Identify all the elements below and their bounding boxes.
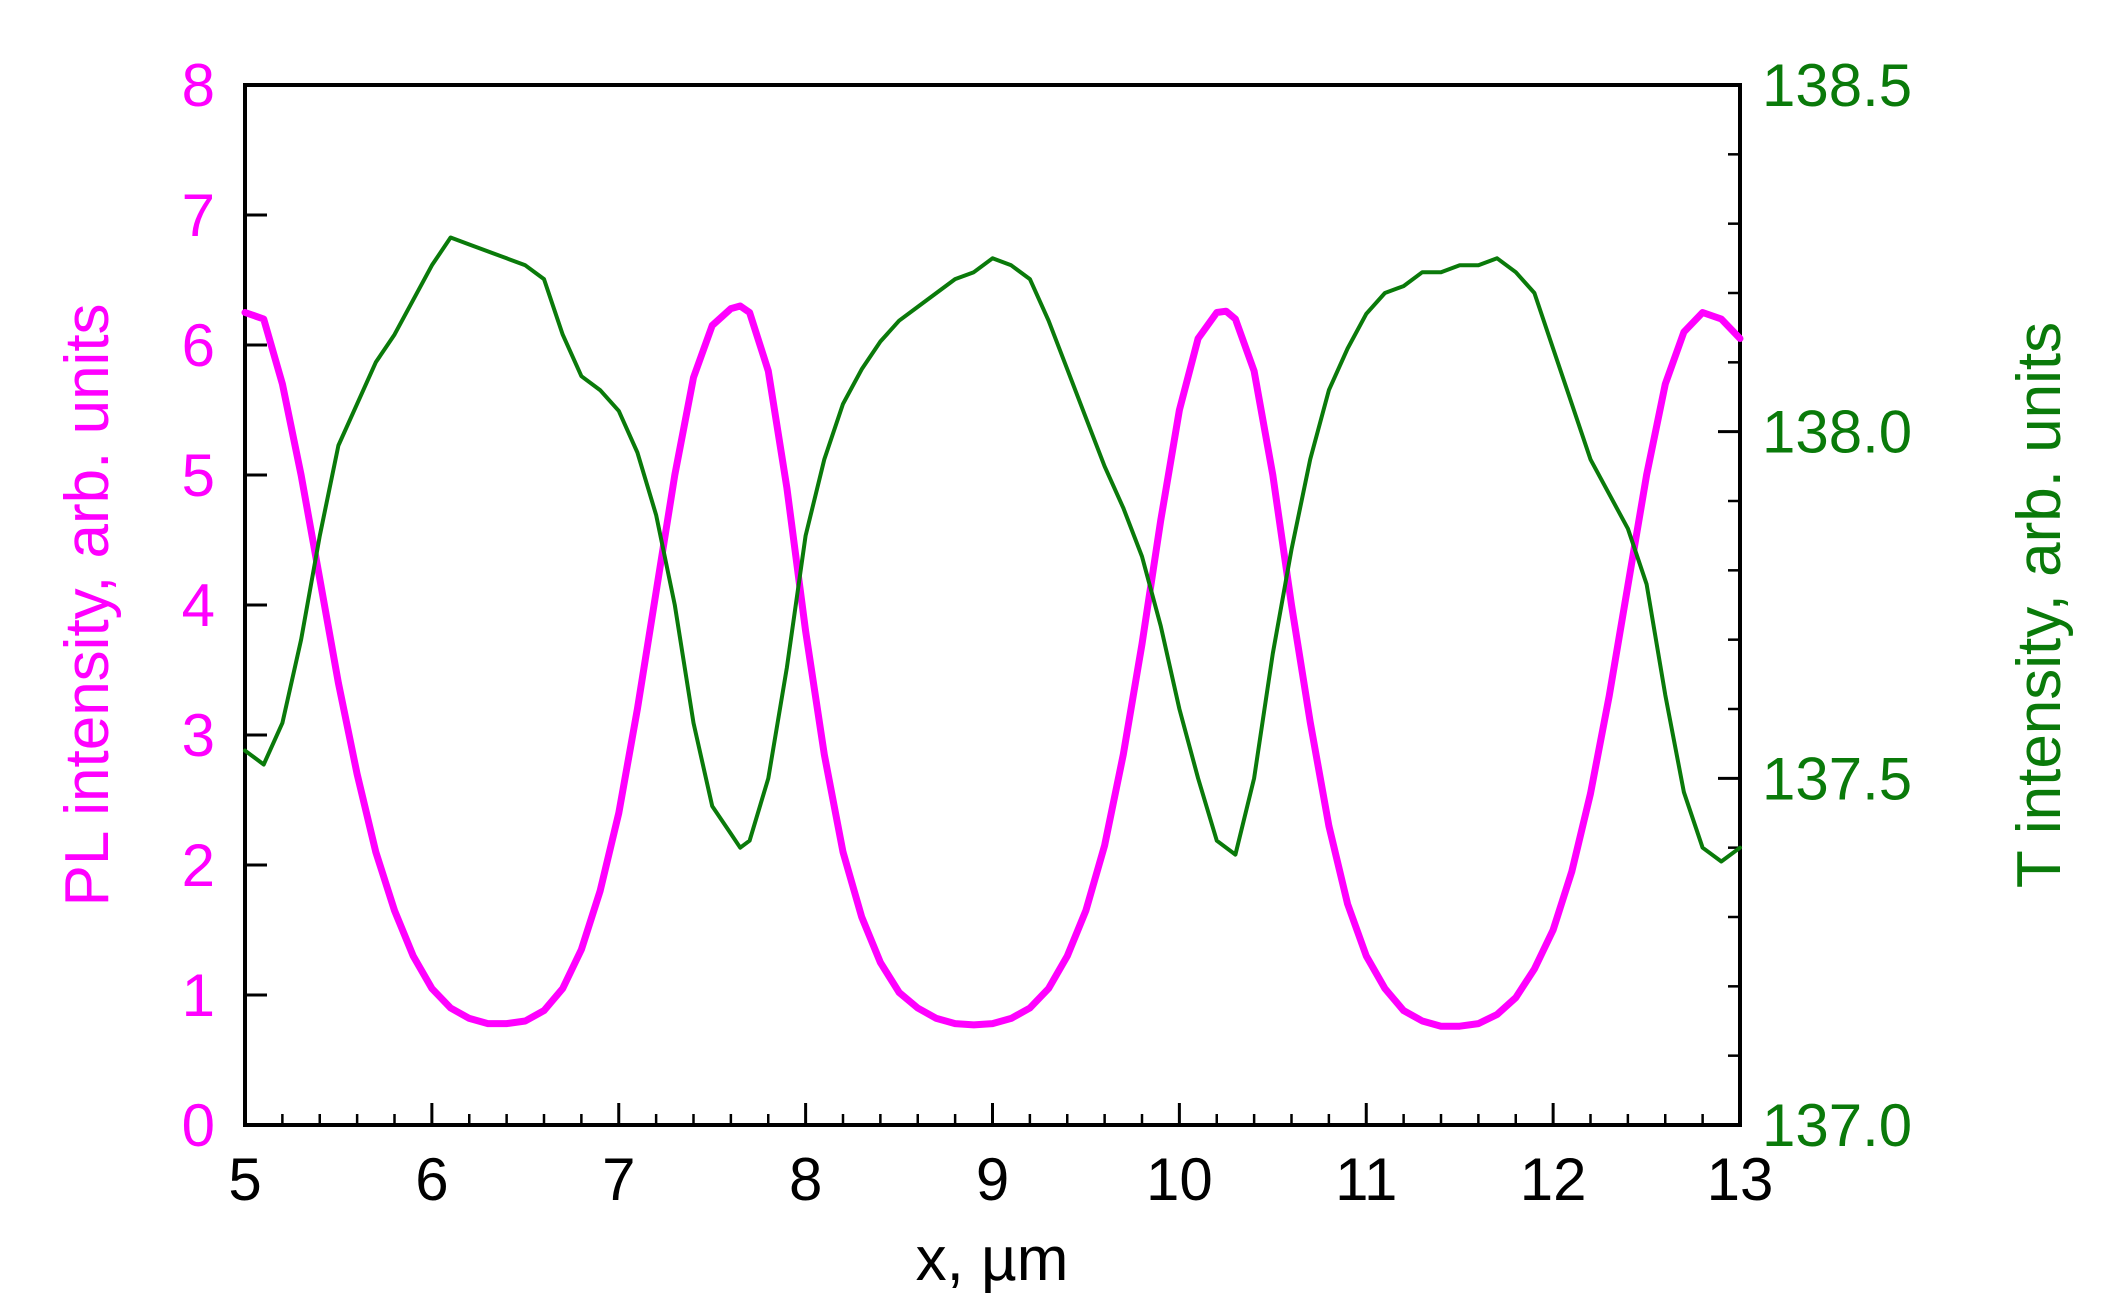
left-y-tick-label: 4 <box>182 572 215 639</box>
x-axis-title: x, µm <box>916 1225 1069 1294</box>
left-y-tick-label: 3 <box>182 702 215 769</box>
x-tick-label: 8 <box>789 1146 822 1213</box>
t-intensity-line <box>243 235 1742 864</box>
left-y-tick-label: 5 <box>182 442 215 509</box>
x-axis-ticks: 5 6 7 8 9 10 11 12 13 <box>228 1103 1773 1213</box>
left-y-tick-label: 2 <box>182 832 215 899</box>
left-y-tick-label: 7 <box>182 182 215 249</box>
right-y-tick-label: 138.5 <box>1762 52 1912 119</box>
x-tick-label: 12 <box>1520 1146 1587 1213</box>
plot-frame <box>243 83 1742 1127</box>
x-tick-label: 11 <box>1335 1146 1397 1213</box>
left-y-tick-label: 1 <box>182 962 215 1029</box>
right-y-tick-label: 137.5 <box>1762 745 1912 812</box>
left-y-tick-label: 6 <box>182 312 215 379</box>
pl-intensity-line <box>241 302 1744 1030</box>
x-tick-label: 13 <box>1707 1146 1774 1213</box>
right-y-axis-title: T intensity, arb. units <box>2005 322 2074 888</box>
x-tick-label: 9 <box>976 1146 1009 1213</box>
x-tick-label: 7 <box>602 1146 635 1213</box>
right-y-axis-ticks: 137.0 137.5 138.0 138.5 <box>1718 52 1912 1159</box>
left-y-axis-ticks: 0 1 2 3 4 5 6 7 8 <box>182 52 267 1159</box>
right-y-tick-label: 138.0 <box>1762 399 1912 466</box>
series-layer <box>241 235 1744 1030</box>
x-tick-label: 10 <box>1146 1146 1213 1213</box>
x-tick-label: 5 <box>228 1146 261 1213</box>
right-y-tick-label: 137.0 <box>1762 1092 1912 1159</box>
left-y-axis-title: PL intensity, arb. units <box>53 303 122 906</box>
x-tick-label: 6 <box>415 1146 448 1213</box>
left-y-tick-label: 0 <box>182 1092 215 1159</box>
left-y-tick-label: 8 <box>182 52 215 119</box>
